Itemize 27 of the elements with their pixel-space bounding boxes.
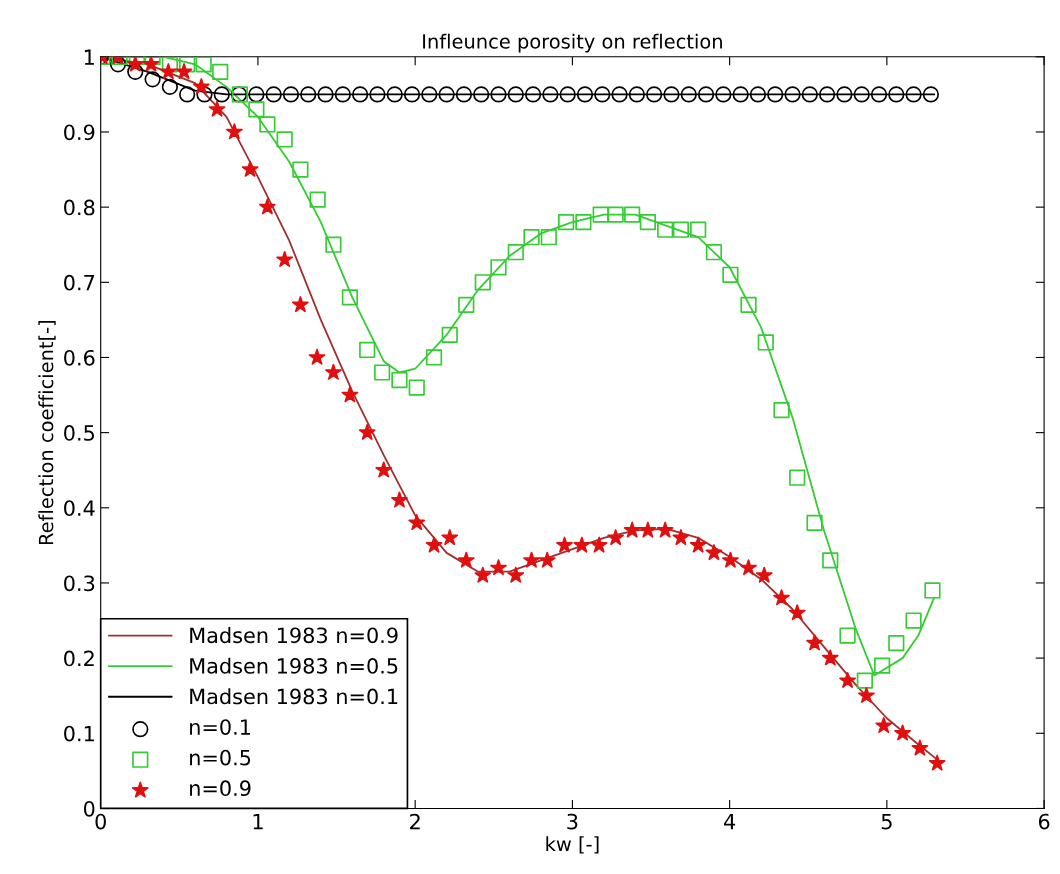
legend-label: n=0.5: [190, 749, 251, 766]
x-axis-title: kw [-]: [546, 836, 599, 854]
y-tick-label: 1: [84, 49, 94, 65]
legend-label: Madsen 1983 n=0.9: [190, 627, 398, 644]
legend-label: Madsen 1983 n=0.1: [190, 688, 398, 705]
y-tick-label: 0: [83, 800, 95, 817]
x-tick-label: 5: [881, 813, 892, 830]
y-tick-label: 0.6: [64, 349, 95, 366]
y-tick-label: 0.9: [64, 124, 95, 141]
legend-label: Madsen 1983 n=0.5: [190, 657, 398, 674]
x-tick-label: 3: [567, 813, 578, 830]
y-tick-label: 0.3: [64, 575, 95, 592]
y-tick-label: 0.4: [64, 500, 95, 517]
chart-title: Infleunce porosity on reflection: [423, 33, 722, 53]
x-tick-label: 6: [1038, 813, 1050, 830]
legend-label: n=0.9: [190, 780, 251, 797]
x-tick-label: 1: [253, 813, 263, 830]
y-axis-title: Reflection coefficient[-]: [38, 320, 56, 545]
y-tick-label: 0.8: [64, 199, 95, 216]
x-tick-label: 0: [95, 813, 106, 830]
y-tick-label: 0.2: [64, 650, 94, 667]
x-tick-label: 4: [724, 813, 736, 830]
y-tick-label: 0.7: [64, 274, 95, 291]
legend-label: n=0.1: [190, 719, 251, 735]
y-tick-label: 0.1: [64, 725, 94, 742]
y-tick-label: 0.5: [64, 425, 95, 441]
x-tick-label: 2: [410, 813, 420, 830]
